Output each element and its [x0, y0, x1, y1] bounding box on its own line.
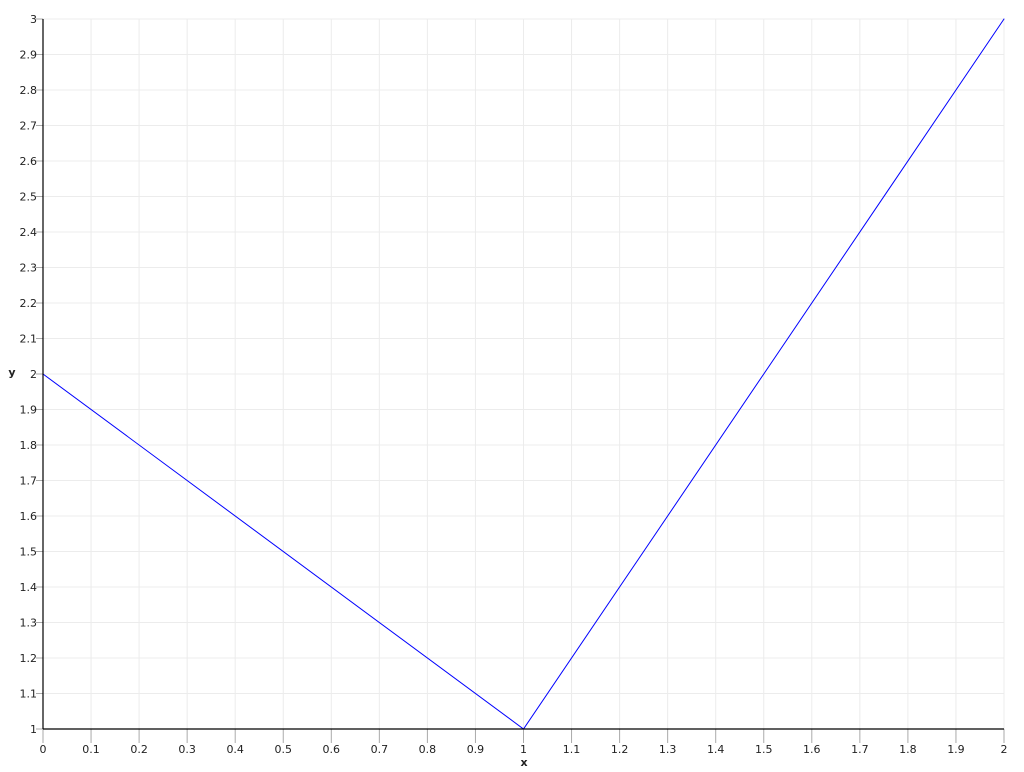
x-tick-label: 1.9 — [947, 743, 965, 756]
y-tick-label: 1.9 — [20, 404, 38, 417]
x-tick-label: 0.2 — [130, 743, 148, 756]
y-tick-label: 1 — [30, 723, 37, 736]
y-tick-label: 1.8 — [20, 439, 38, 452]
x-tick-label: 1.6 — [803, 743, 821, 756]
y-tick-label: 2.9 — [20, 49, 38, 62]
y-tick-label: 2.2 — [20, 297, 38, 310]
y-tick-label: 1.7 — [20, 475, 38, 488]
y-tick-label: 1.6 — [20, 510, 38, 523]
axes: 0 0.1 0.2 0.3 0.4 0.5 0.6 0.7 0.8 0.9 1 1.1 1.2 1.3 1.… — [20, 13, 1008, 756]
y-axis-label: y — [8, 366, 15, 379]
y-tick-label: 2.7 — [20, 120, 38, 133]
x-tick-label: 0.9 — [467, 743, 485, 756]
x-tick-label: 1.5 — [755, 743, 773, 756]
y-tick-label: 2.8 — [20, 84, 38, 97]
x-tick-label: 1.8 — [899, 743, 917, 756]
x-tick-label: 1.2 — [611, 743, 629, 756]
x-tick-label: 0.6 — [323, 743, 341, 756]
grid — [42, 18, 1005, 730]
y-tick-label: 1.4 — [20, 581, 38, 594]
y-tick-label: 1.2 — [20, 652, 38, 665]
data-point — [1003, 18, 1005, 20]
y-tick-label: 2.1 — [20, 333, 38, 346]
y-tick-label: 2.4 — [20, 226, 38, 239]
x-tick-label: 1 — [520, 743, 527, 756]
y-tick-label: 1.1 — [20, 688, 38, 701]
x-tick-label: 2 — [1001, 743, 1008, 756]
y-tick-label: 2.3 — [20, 262, 38, 275]
x-tick-label: 0.1 — [82, 743, 100, 756]
x-tick-label: 0.3 — [178, 743, 196, 756]
x-tick-label: 1.1 — [563, 743, 581, 756]
y-tick-label: 2 — [30, 368, 37, 381]
y-tick-label: 1.3 — [20, 617, 38, 630]
y-tick-label: 1.5 — [20, 546, 38, 559]
y-tick-label: 2.6 — [20, 155, 38, 168]
x-tick-label: 0 — [40, 743, 47, 756]
x-tick-label: 0.7 — [371, 743, 389, 756]
x-tick-label: 0.5 — [275, 743, 293, 756]
x-tick-label: 1.4 — [707, 743, 725, 756]
x-tick-label: 1.7 — [851, 743, 869, 756]
x-axis-label: x — [520, 756, 527, 768]
x-tick-label: 1.3 — [659, 743, 677, 756]
x-tick-label: 0.8 — [419, 743, 437, 756]
y-tick-label: 3 — [30, 13, 37, 26]
y-tick-label: 2.5 — [20, 191, 38, 204]
x-tick-label: 0.4 — [226, 743, 244, 756]
